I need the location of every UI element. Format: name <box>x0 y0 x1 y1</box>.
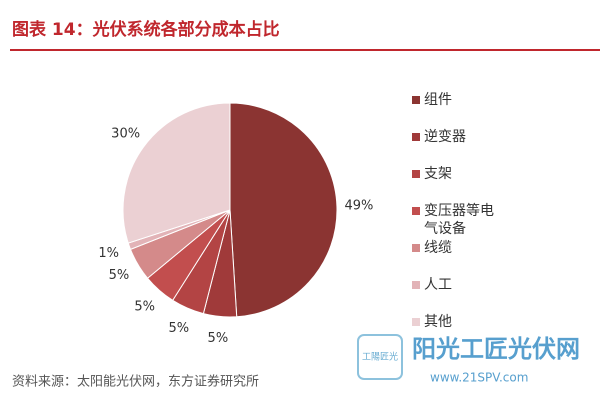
data-label: 5% <box>134 299 155 314</box>
legend-swatch <box>412 170 420 178</box>
watermark: 工陽匠光 阳光工匠光伏网 www.21SPV.com <box>357 334 580 385</box>
legend-swatch <box>412 133 420 141</box>
watermark-name: 阳光工匠光伏网 <box>412 335 580 363</box>
legend-label: 逆变器 <box>424 129 466 145</box>
watermark-logo-text: 工陽匠光 <box>362 351 398 363</box>
legend-swatch <box>412 318 420 326</box>
data-label: 30% <box>111 127 140 142</box>
legend-swatch <box>412 244 420 252</box>
legend-swatch <box>412 281 420 289</box>
data-label: 1% <box>98 246 119 261</box>
data-label: 5% <box>109 268 130 283</box>
legend-label: 人工 <box>424 277 452 293</box>
legend-label: 组件 <box>424 92 452 108</box>
legend-label: 支架 <box>424 166 452 182</box>
data-label: 5% <box>208 331 229 346</box>
pie-slice <box>229 102 338 318</box>
source: 资料来源：太阳能光伏网，东方证券研究所 <box>12 374 259 390</box>
watermark-url: www.21SPV.com <box>430 371 528 385</box>
watermark-logo <box>357 334 403 380</box>
legend-label-line: 气设备 <box>424 220 466 237</box>
chart-title: 图表 14：光伏系统各部分成本占比 <box>12 19 280 40</box>
legend-label: 线缆 <box>424 240 452 256</box>
legend-label-line: 变压器等电 <box>424 202 494 219</box>
legend-label: 变压器等电气设备 <box>424 202 494 237</box>
legend-label: 其他 <box>424 314 452 330</box>
data-label: 5% <box>168 321 189 336</box>
legend-swatch <box>412 207 420 215</box>
legend-swatch <box>412 96 420 104</box>
data-label: 49% <box>344 198 373 213</box>
pie-slice <box>122 102 231 244</box>
